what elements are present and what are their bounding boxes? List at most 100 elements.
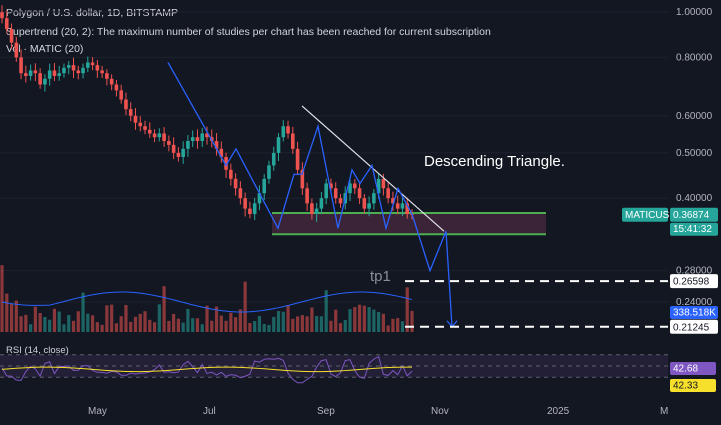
volume-bar (372, 309, 376, 332)
candle-body (267, 165, 271, 179)
volume-bar (52, 308, 57, 332)
candle-body (186, 141, 190, 149)
volume-study-label: Vol · MATIC (20) (6, 43, 84, 55)
candle-body (276, 137, 281, 153)
volume-bar (114, 323, 119, 332)
candle-body (19, 57, 23, 74)
volume-bar (257, 316, 262, 332)
volume-bar (138, 313, 142, 332)
candle-body (66, 65, 71, 68)
volume-bar (124, 304, 128, 332)
volume-bar (86, 313, 90, 332)
candle-body (362, 198, 367, 209)
candle-body (152, 133, 157, 138)
volume-bar (205, 305, 209, 332)
support-zone (272, 212, 546, 235)
candle-body (367, 203, 371, 209)
candle-body (71, 65, 76, 71)
candle-body (76, 70, 81, 74)
level-tag-2: 0.21245 (673, 322, 710, 333)
volume-bar (33, 306, 37, 332)
volume-bar (377, 311, 381, 332)
candle-body (338, 198, 343, 204)
candle-body (291, 133, 295, 149)
candle-body (295, 148, 300, 170)
volume-bar (214, 306, 219, 332)
candle-body (9, 28, 14, 43)
level-tag-2-bg (670, 319, 718, 334)
volume-bar (119, 316, 123, 332)
price-tick-label: 1.00000 (676, 7, 713, 18)
volume-bar (334, 309, 338, 332)
candle-body (33, 70, 38, 74)
price-tick-label: 0.50000 (676, 148, 713, 159)
candle-body (314, 208, 319, 215)
time-tick-label: M (660, 406, 668, 417)
volume-bar (162, 286, 166, 332)
candle-body (86, 62, 90, 68)
candle-body (43, 78, 47, 85)
candle-body (114, 84, 119, 91)
candle-body (305, 188, 309, 204)
volume-bar (143, 311, 147, 332)
countdown-tag-bg (670, 222, 718, 236)
volume-bar (281, 311, 285, 332)
candle-body (0, 12, 4, 19)
volume-bar (29, 324, 33, 332)
candle-body (195, 137, 200, 142)
candle-body (62, 67, 66, 74)
candle-body (391, 198, 395, 204)
rsi-label: RSI (14, close) (6, 345, 69, 356)
volume-bar (253, 321, 257, 332)
volume-bar (305, 316, 309, 332)
price-tick-label: 0.24000 (676, 297, 713, 308)
rsi-band (0, 354, 668, 378)
tp1-annotation: tp1 (370, 268, 391, 285)
volume-bar (396, 318, 400, 332)
volume-bar (234, 317, 238, 332)
candle-body (224, 156, 228, 170)
candle-body (300, 169, 305, 189)
volume-bar (19, 316, 23, 332)
candle-body (286, 126, 290, 134)
volume-bar (286, 304, 290, 332)
volume-bar (381, 313, 385, 332)
candle-body (4, 18, 9, 29)
volume-bar (43, 316, 47, 332)
rsi-ma-tag-bg (670, 379, 716, 392)
volume-bar (410, 310, 414, 332)
candle-body (376, 178, 381, 194)
time-tick-label: Jul (203, 406, 216, 417)
volume-bar (38, 313, 42, 332)
volume-bar (195, 318, 200, 332)
candle-body (395, 203, 400, 209)
candle-body (100, 70, 104, 74)
candle-body (38, 73, 42, 85)
price-tick-label: 0.40000 (676, 193, 713, 204)
volume-bar (181, 322, 185, 332)
time-tick-label: May (88, 406, 107, 417)
volume-bar (167, 320, 171, 332)
volume-bar (176, 318, 180, 332)
volume-bar (262, 324, 266, 332)
volume-bar (67, 315, 71, 332)
candle-body (281, 126, 286, 138)
volume-bar (272, 316, 276, 332)
candle-body (14, 42, 19, 58)
candle-body (205, 133, 209, 138)
rsi-ma-line (1, 366, 413, 373)
volume-bar (353, 307, 357, 332)
candle-body (352, 183, 357, 189)
volume-bar (133, 316, 138, 332)
supertrend-study-label: Supertrend (20, 2): The maximum number o… (6, 26, 491, 38)
candle-body (138, 122, 143, 127)
chart-title: Polygon / U.S. dollar, 1D, BITSTAMP (6, 7, 178, 19)
candle-body (243, 198, 247, 209)
candle-body (162, 133, 166, 142)
volume-bar (14, 300, 18, 332)
volume-ma-tag-bg (670, 306, 718, 319)
volume-bar (295, 316, 300, 332)
rsi-value-tag: 42.68 (673, 364, 698, 375)
volume-bar (310, 307, 314, 332)
